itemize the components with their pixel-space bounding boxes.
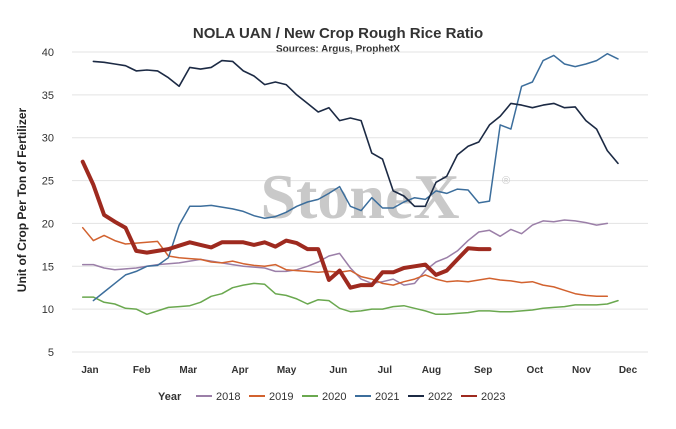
series-line-2023 <box>80 159 492 290</box>
x-tick-label: Nov <box>572 365 591 376</box>
watermark: StoneX ® <box>260 161 510 232</box>
y-tick-label: 10 <box>42 304 54 316</box>
x-tick-label: Jul <box>378 365 393 376</box>
series-line-2022 <box>92 59 619 208</box>
x-tick-label: May <box>277 365 297 376</box>
y-axis-ticks: 5 10 15 20 25 30 35 40 <box>42 47 54 359</box>
chart-subtitle: Sources: Argus, ProphetX <box>276 44 400 55</box>
y-tick-label: 35 <box>42 90 54 102</box>
watermark-registered-mark: ® <box>502 175 510 187</box>
legend: Year 2018 2019 2020 2021 2022 2023 <box>158 391 505 403</box>
y-tick-label: 15 <box>42 261 54 273</box>
series-line-2018 <box>81 219 609 286</box>
x-tick-label: Sep <box>474 365 492 376</box>
x-tick-label: Jan <box>81 365 98 376</box>
legend-label-2021: 2021 <box>375 391 399 403</box>
watermark-text: StoneX <box>260 161 459 232</box>
x-tick-label: Oct <box>527 365 544 376</box>
grid-lines <box>72 51 648 353</box>
series-line-2019 <box>81 226 609 298</box>
x-tick-label: Aug <box>422 365 441 376</box>
x-tick-label: Mar <box>179 365 197 376</box>
y-tick-label: 25 <box>42 176 54 188</box>
x-axis-ticks: Jan Feb Mar Apr May Jun Jul Aug Sep Oct Nov Dec <box>81 365 637 376</box>
series-line-2021 <box>92 52 619 302</box>
legend-label-2019: 2019 <box>269 391 293 403</box>
y-tick-label: 30 <box>42 133 54 145</box>
y-tick-label: 20 <box>42 218 54 230</box>
x-tick-label: Dec <box>619 365 638 376</box>
y-tick-label: 5 <box>48 347 54 359</box>
legend-label-2018: 2018 <box>216 391 240 403</box>
legend-label-2020: 2020 <box>322 391 346 403</box>
legend-title: Year <box>158 391 182 403</box>
series-lines <box>80 52 619 316</box>
x-tick-label: Feb <box>133 365 151 376</box>
y-tick-label: 40 <box>42 47 54 59</box>
legend-label-2023: 2023 <box>481 391 505 403</box>
series-line-2020 <box>81 282 619 316</box>
chart-title: NOLA UAN / New Crop Rough Rice Ratio <box>193 25 483 42</box>
x-tick-label: Jun <box>329 365 347 376</box>
x-tick-label: Apr <box>231 365 248 376</box>
legend-label-2022: 2022 <box>428 391 452 403</box>
y-axis-label: Unit of Crop Per Ton of Fertilizer <box>15 107 29 292</box>
